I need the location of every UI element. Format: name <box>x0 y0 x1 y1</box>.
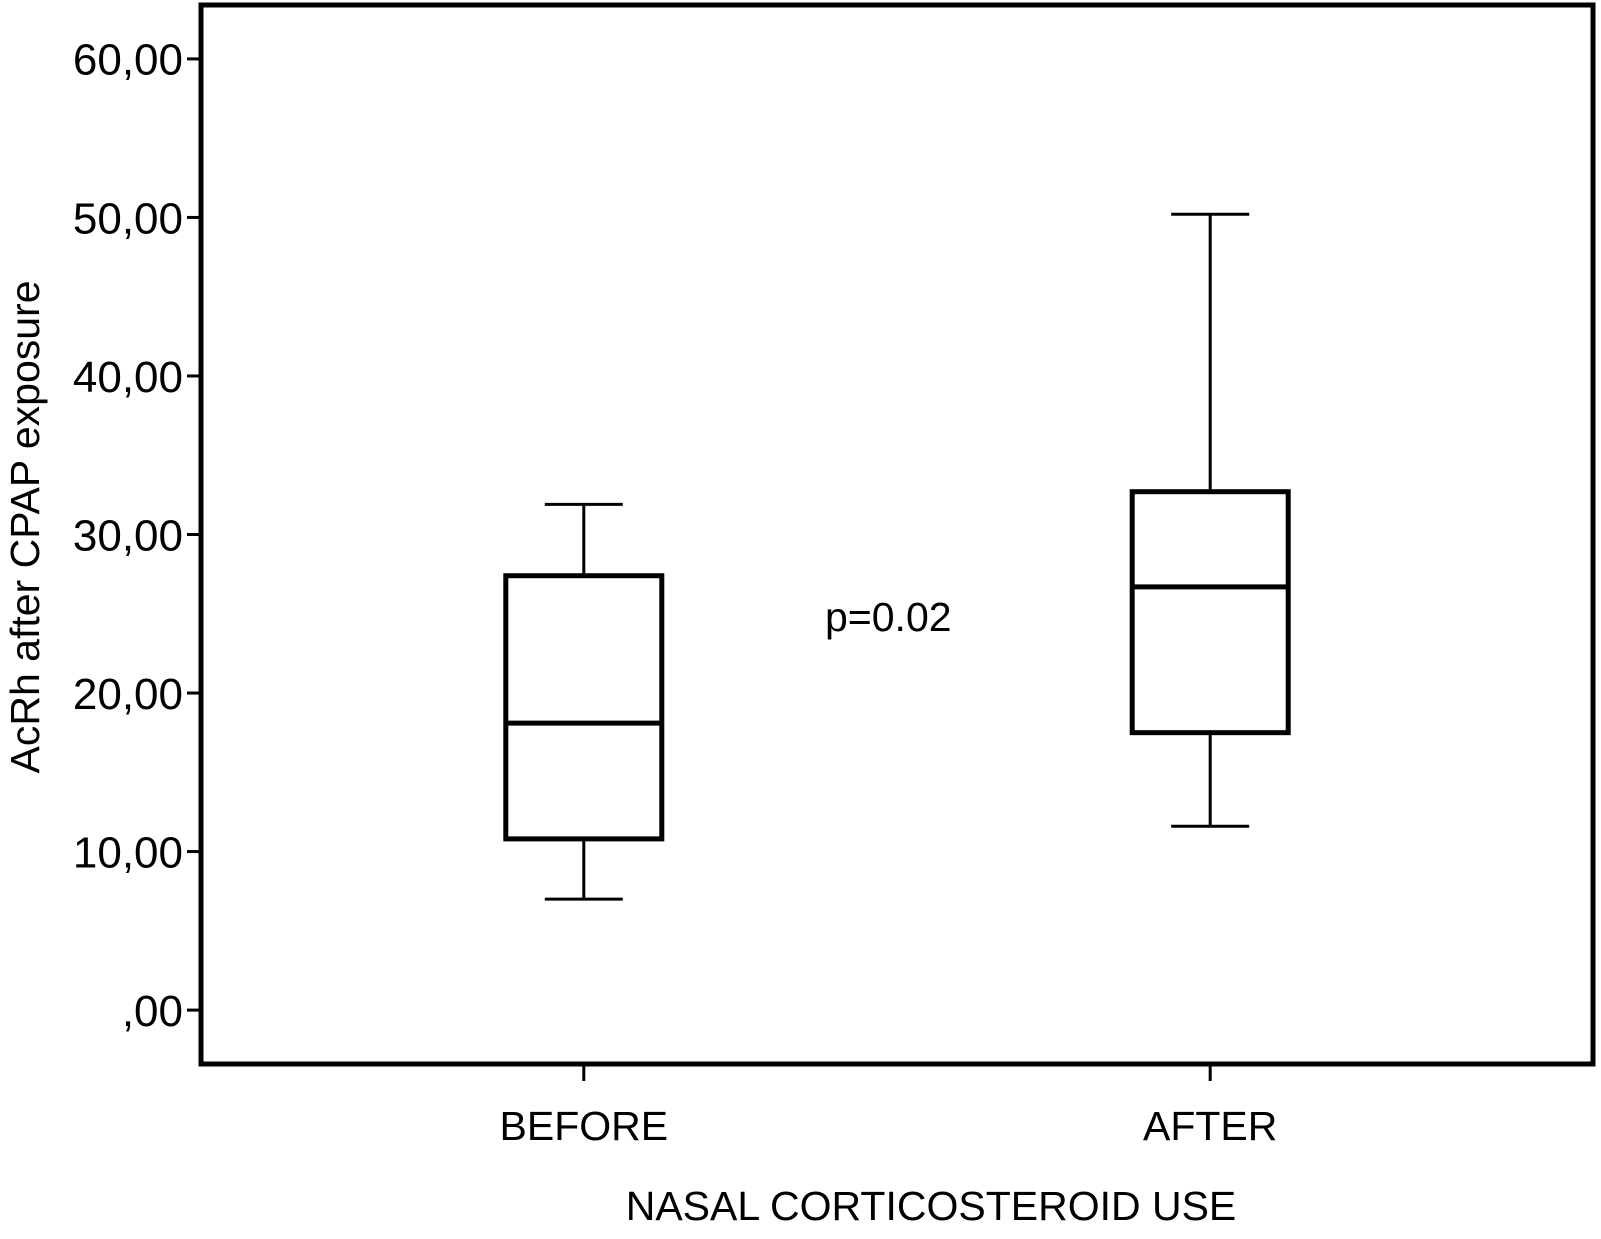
y-tick-label: 20,00 <box>73 670 183 719</box>
y-tick-label: 10,00 <box>73 828 183 877</box>
p-value-annotation: p=0.02 <box>825 594 952 640</box>
y-axis: ,00 10,00 20,00 30,00 40,00 50,00 60,00 <box>73 36 201 1036</box>
boxes <box>503 212 1291 901</box>
x-axis: BEFORE AFTER <box>500 1064 1277 1149</box>
y-tick-label: 30,00 <box>73 511 183 560</box>
y-tick-label: ,00 <box>122 987 183 1036</box>
y-axis-title: AcRh after CPAP exposure <box>2 280 48 773</box>
box-after <box>1129 489 1291 736</box>
y-tick-label: 60,00 <box>73 36 183 85</box>
x-axis-title: NASAL CORTICOSTEROID USE <box>626 1183 1237 1229</box>
plot-frame <box>198 2 1596 1067</box>
y-tick-label: 40,00 <box>73 353 183 402</box>
box-group-after <box>1129 212 1291 828</box>
box-before <box>503 573 665 842</box>
box-group-before <box>503 502 665 901</box>
x-tick-label: AFTER <box>1143 1103 1277 1149</box>
x-tick-label: BEFORE <box>500 1103 669 1149</box>
y-tick-label: 50,00 <box>73 194 183 243</box>
